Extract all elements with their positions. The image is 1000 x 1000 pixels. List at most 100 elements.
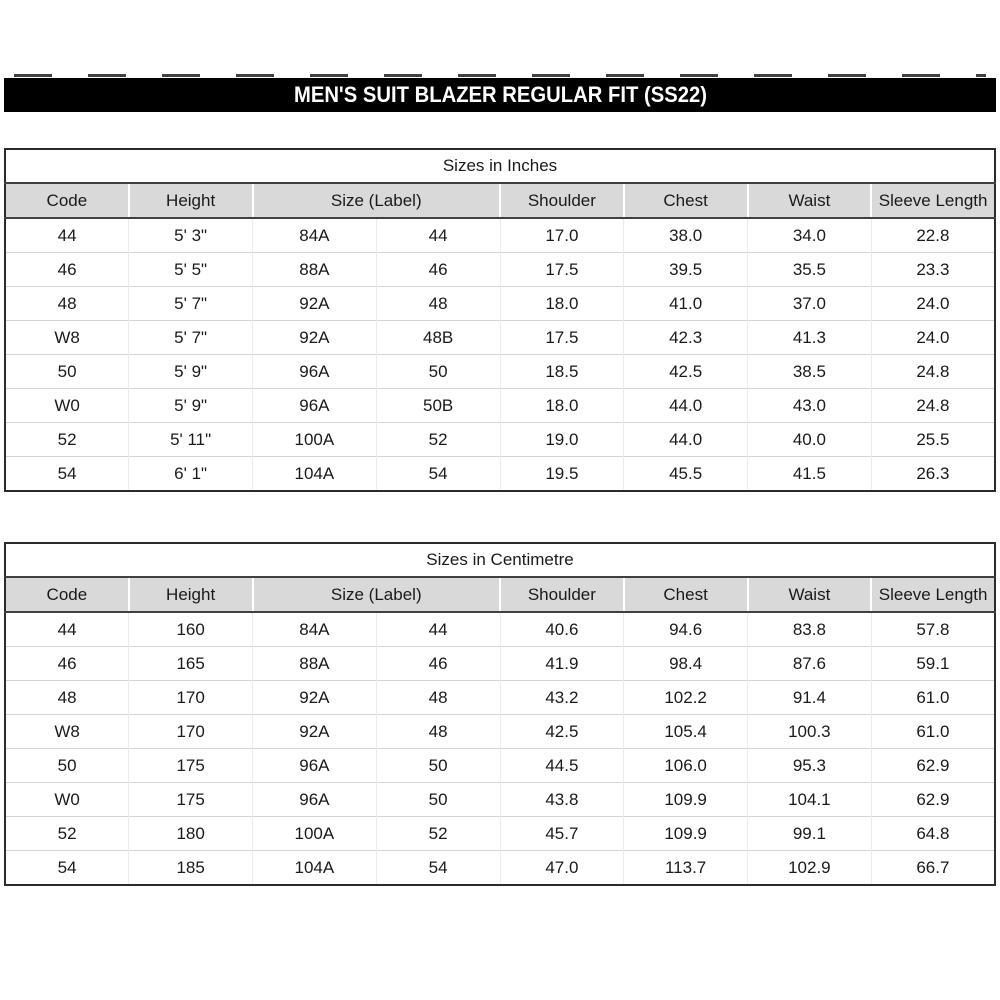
table-cell: 109.9 [623,816,748,851]
table-cell: 96A [252,748,377,783]
table-cell: 180 [128,816,253,851]
table-cell: 5' 5" [128,252,253,287]
table-caption: Sizes in Inches [5,149,995,184]
title-banner: MEN'S SUIT BLAZER REGULAR FIT (SS22) [4,74,996,112]
table-cell: 5' 3" [128,218,253,253]
table-cell: 48 [375,714,500,749]
table-cell: 100.3 [747,714,872,749]
table-cell: 45.7 [499,816,624,851]
table-cell: 24.8 [870,354,995,389]
table-cell: 40.6 [499,612,624,647]
table-cell: 92A [252,286,377,321]
column-header-height: Height [127,577,253,613]
table-cell: 5' 7" [128,286,253,321]
table-row: 46 165 88A 46 41.9 98.4 87.6 59.1 [5,646,995,681]
table-cell: 185 [128,850,253,885]
table-cell: 54 [5,850,129,885]
table-cell: 102.2 [623,680,748,715]
table-cell: 43.2 [499,680,624,715]
table-cell: 26.3 [870,456,995,491]
table-cell: 50 [5,354,129,389]
table-cell: 170 [128,680,253,715]
table-row: 50 5' 9" 96A 50 18.5 42.5 38.5 24.8 [5,354,995,389]
table-cell: 84A [252,218,377,253]
table-row: 46 5' 5" 88A 46 17.5 39.5 35.5 23.3 [5,252,995,287]
table-cell: 24.0 [870,320,995,355]
table-cell: 88A [252,252,377,287]
table-cell: 170 [128,714,253,749]
table-caption-row: Sizes in Inches [5,149,995,184]
table-cell: 34.0 [747,218,872,253]
table-cell: 6' 1" [128,456,253,491]
column-header-shoulder: Shoulder [499,577,624,613]
table-cell: 46 [375,252,500,287]
table-cell: 44 [375,218,500,253]
table-cell: 5' 9" [128,388,253,423]
column-header-height: Height [127,183,253,219]
table-cell: 5' 11" [128,422,253,457]
table-cell: 92A [252,320,377,355]
table-cell: 24.8 [870,388,995,423]
table-cell: 41.9 [499,646,624,681]
table-header-row: Code Height Size (Label) Shoulder Chest … [5,183,995,219]
table-row: 54 6' 1" 104A 54 19.5 45.5 41.5 26.3 [5,456,995,491]
column-header-chest: Chest [622,183,748,219]
table-cell: 95.3 [747,748,872,783]
table-cell: 88A [252,646,377,681]
table-cell: 42.3 [623,320,748,355]
column-header-code: Code [5,183,129,219]
table-cell: 48 [375,680,500,715]
table-cell: 52 [375,422,500,457]
table-row: 44 160 84A 44 40.6 94.6 83.8 57.8 [5,612,995,647]
table-cell: 23.3 [870,252,995,287]
table-cell: 46 [5,252,129,287]
column-header-sleeve-length: Sleeve Length [870,577,995,613]
table-cell: 87.6 [747,646,872,681]
column-header-chest: Chest [622,577,748,613]
table-cell: W0 [5,388,129,423]
table-cell: 98.4 [623,646,748,681]
table-cell: 175 [128,782,253,817]
table-cell: 62.9 [870,782,995,817]
table-cell: 57.8 [870,612,995,647]
table-cell: 48 [5,680,129,715]
table-cell: 5' 9" [128,354,253,389]
table-cell: 62.9 [870,748,995,783]
table-body: 44 5' 3" 84A 44 17.0 38.0 34.0 22.8 46 5' 5" 88A 46… [5,218,995,491]
table-cell: 25.5 [870,422,995,457]
table-cell: 92A [252,714,377,749]
table-cell: 44.0 [623,388,748,423]
table-cell: 83.8 [747,612,872,647]
sizes-table-inches: Sizes in Inches Code Height Size (Label)… [4,148,996,492]
table-cell: 22.8 [870,218,995,253]
table-cell: 5' 7" [128,320,253,355]
table-cell: 109.9 [623,782,748,817]
table-cell: 50 [375,354,500,389]
table-row: 48 5' 7" 92A 48 18.0 41.0 37.0 24.0 [5,286,995,321]
table-header-row: Code Height Size (Label) Shoulder Chest … [5,577,995,613]
table-row: W8 5' 7" 92A 48B 17.5 42.3 41.3 24.0 [5,320,995,355]
table-cell: 61.0 [870,714,995,749]
table-cell: 17.5 [499,320,624,355]
table-cell: 66.7 [870,850,995,885]
table-cell: 91.4 [747,680,872,715]
table-cell: 42.5 [623,354,748,389]
table-cell: 42.5 [499,714,624,749]
table-cell: 43.0 [747,388,872,423]
sizes-table-centimetre: Sizes in Centimetre Code Height Size (La… [4,542,996,886]
table-cell: 64.8 [870,816,995,851]
table-cell: 94.6 [623,612,748,647]
table-cell: 105.4 [623,714,748,749]
table-cell: 92A [252,680,377,715]
table-cell: 38.0 [623,218,748,253]
table-cell: 39.5 [623,252,748,287]
table-cell: 44 [5,218,129,253]
table-cell: 50 [5,748,129,783]
table-cell: 50 [375,782,500,817]
table-cell: 44 [5,612,129,647]
table-cell: 48 [375,286,500,321]
table-cell: 160 [128,612,253,647]
table-cell: 84A [252,612,377,647]
column-header-sleeve-length: Sleeve Length [870,183,995,219]
table-cell: 113.7 [623,850,748,885]
